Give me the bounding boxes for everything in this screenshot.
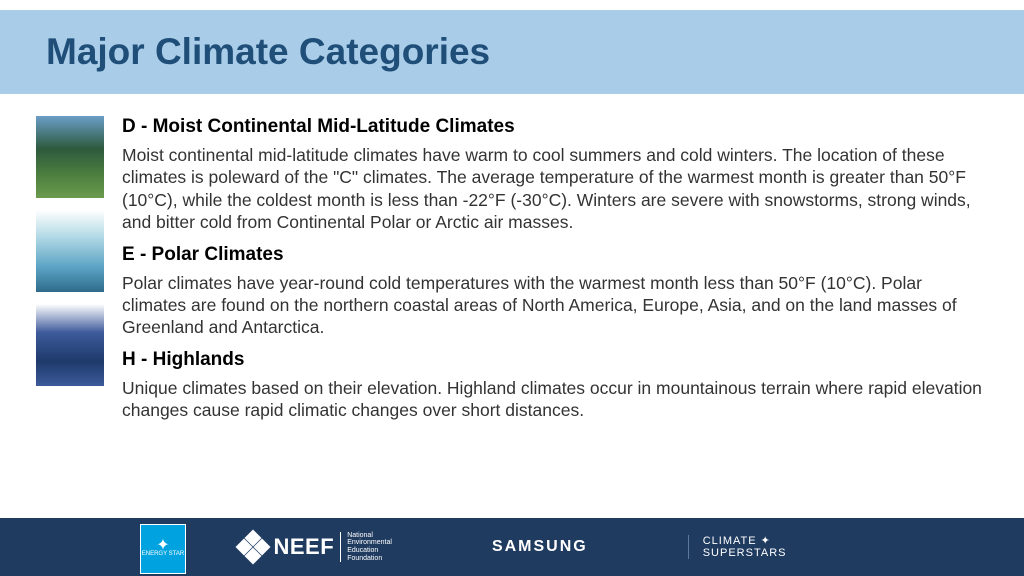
polar-climate-image [36, 210, 104, 292]
neef-subtitle: National Environmental Education Foundat… [340, 532, 392, 563]
category-h-body: Unique climates based on their elevation… [122, 377, 988, 422]
energy-star-text: ENERGY STAR [142, 551, 184, 557]
category-d-heading: D - Moist Continental Mid-Latitude Clima… [122, 116, 988, 138]
text-column: D - Moist Continental Mid-Latitude Clima… [122, 116, 988, 432]
category-e-body: Polar climates have year-round cold temp… [122, 272, 988, 339]
energy-star-icon: ✦ [156, 541, 169, 551]
category-e-heading: E - Polar Climates [122, 244, 988, 266]
neef-logo: NEEF National Environmental Education Fo… [238, 532, 392, 563]
content-area: D - Moist Continental Mid-Latitude Clima… [0, 94, 1024, 432]
category-d-body: Moist continental mid-latitude climates … [122, 144, 988, 234]
neef-diamond-icon [238, 532, 268, 562]
slide-title: Major Climate Categories [46, 31, 490, 73]
climate-superstars-logo: CLIMATE ✦ SUPERSTARS [688, 535, 787, 559]
energy-star-logo: ✦ ENERGY STAR [140, 524, 186, 574]
image-column [36, 116, 104, 432]
continental-climate-image [36, 116, 104, 198]
neef-acronym: NEEF [274, 534, 335, 560]
highland-climate-image [36, 304, 104, 386]
cs-line1: CLIMATE ✦ [703, 535, 787, 547]
samsung-logo: SAMSUNG [492, 538, 588, 556]
cs-line2: SUPERSTARS [703, 547, 787, 559]
footer-band: ✦ ENERGY STAR NEEF National Environmenta… [0, 518, 1024, 576]
category-h-heading: H - Highlands [122, 349, 988, 371]
header-band: Major Climate Categories [0, 0, 1024, 94]
